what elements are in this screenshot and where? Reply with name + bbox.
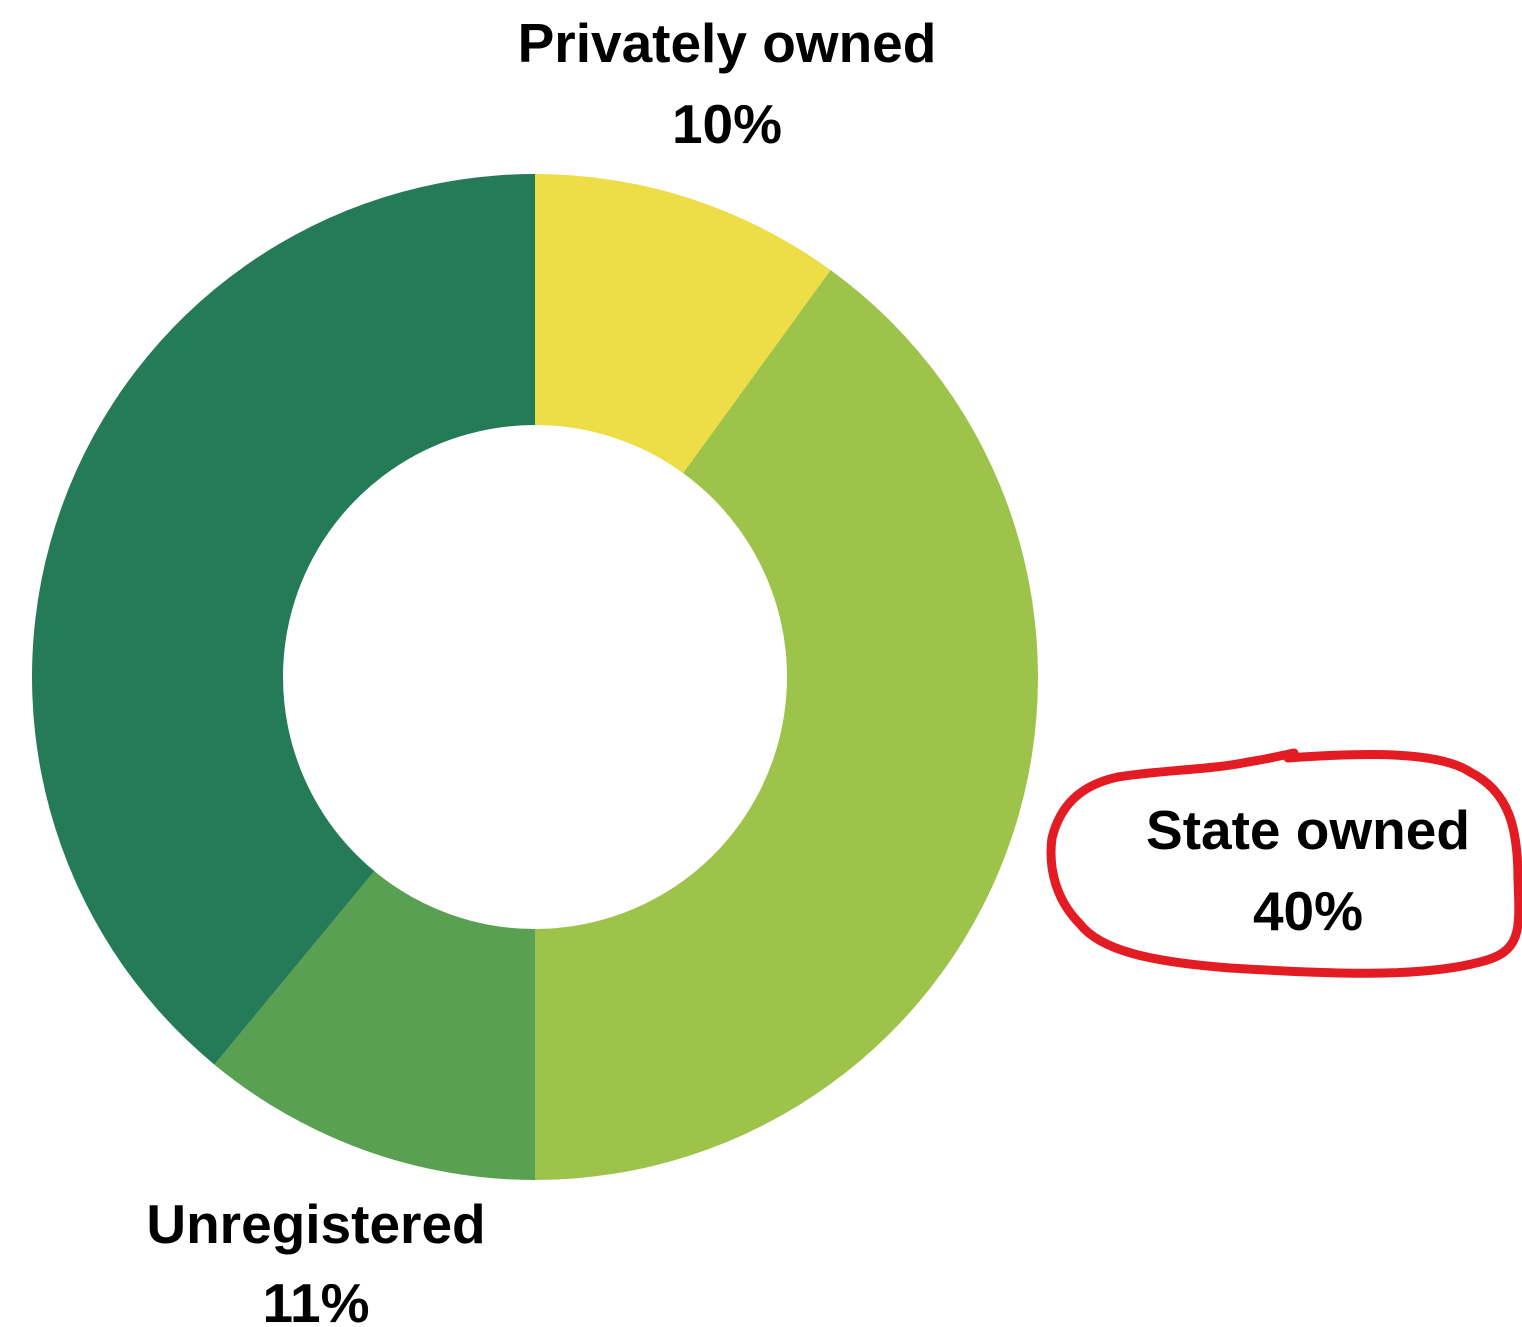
slice-label-unregistered: Unregistered	[146, 1193, 485, 1255]
slice-value-state-owned: 40%	[1253, 880, 1363, 942]
slice-label-privately-owned: Privately owned	[518, 12, 937, 74]
donut-slice-privately-owned	[535, 174, 831, 474]
donut-slice-slice-4	[32, 173, 536, 1065]
slice-value-unregistered: 11%	[262, 1272, 369, 1327]
slice-value-privately-owned: 10%	[672, 93, 782, 155]
highlight-circle-annotation	[1046, 748, 1522, 978]
donut-slice-unregistered	[214, 871, 535, 1180]
donut-slice-state-owned	[535, 270, 1038, 1180]
slice-label-state-owned: State owned	[1146, 799, 1470, 861]
